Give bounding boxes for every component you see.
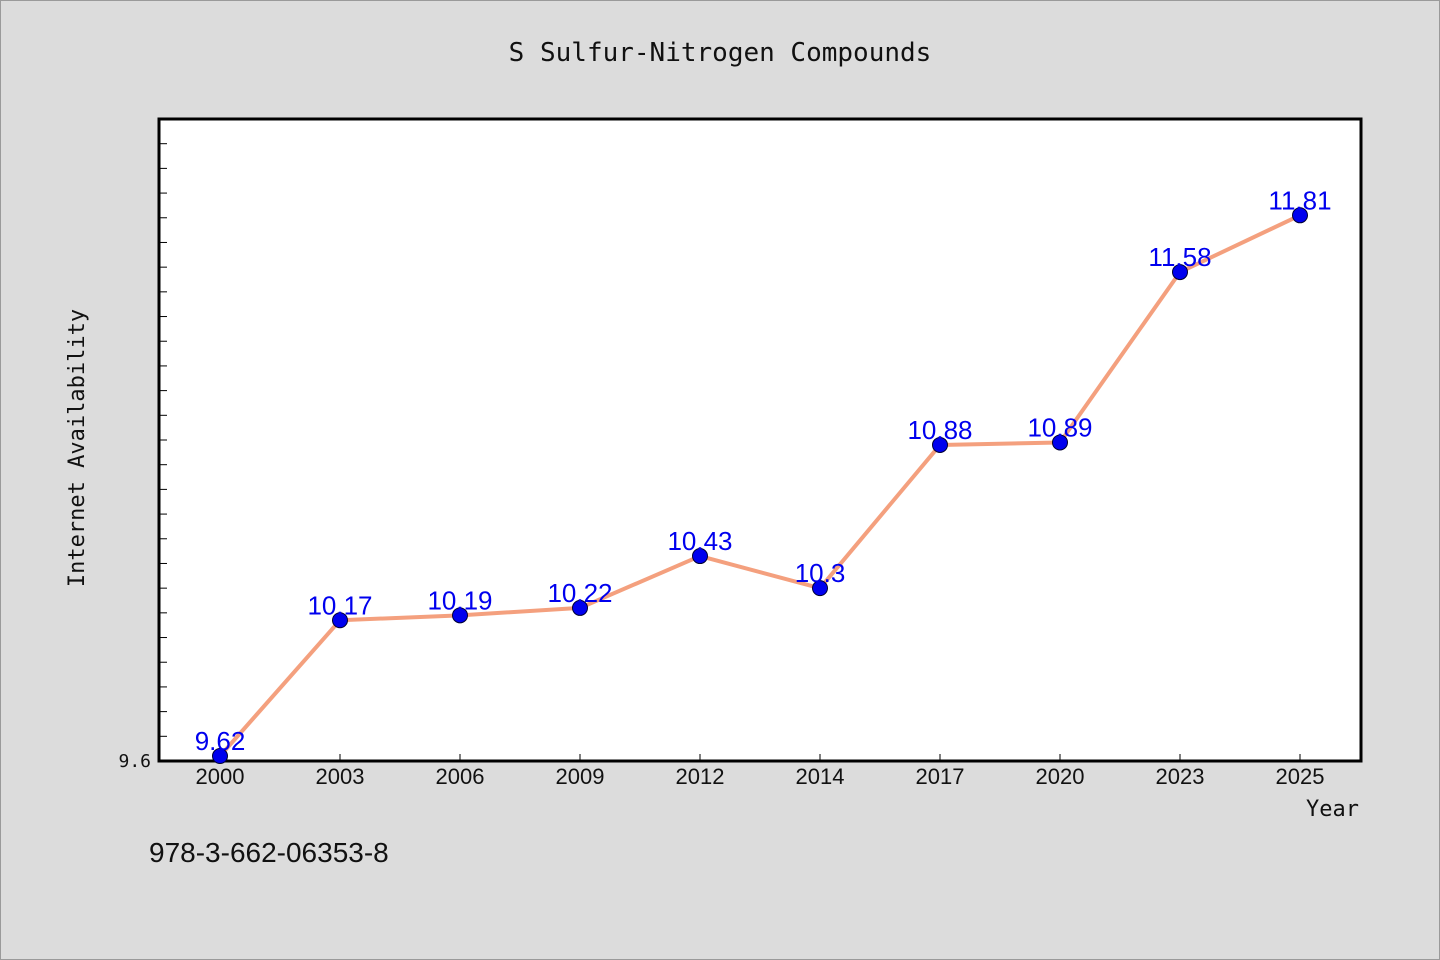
x-tick-label: 2006 — [436, 764, 485, 789]
x-tick-label: 2020 — [1036, 764, 1085, 789]
chart-title: S Sulfur-Nitrogen Compounds — [509, 38, 932, 68]
x-tick-label: 2009 — [556, 764, 605, 789]
x-tick-label: 2023 — [1156, 764, 1205, 789]
y-axis-label: Internet Availability — [65, 309, 90, 587]
data-point — [812, 580, 828, 597]
x-axis-label: Year — [1306, 797, 1359, 822]
data-point — [1172, 264, 1188, 281]
data-point — [932, 436, 948, 453]
x-tick-label: 2025 — [1276, 764, 1325, 789]
x-axis-tick-labels: 2000 2003 2006 2009 2012 2014 2017 2020 2023 2025 — [196, 764, 1325, 789]
data-label: 10.88 — [907, 415, 972, 445]
data-point — [1052, 434, 1068, 451]
y-tick-label: 9.6 — [118, 751, 151, 772]
plot-area — [157, 117, 1363, 763]
x-tick-label: 2003 — [316, 764, 365, 789]
data-label: 10.17 — [307, 590, 372, 620]
x-tick-label: 2012 — [676, 764, 725, 789]
data-label: 10.43 — [667, 526, 732, 556]
data-label: 10.89 — [1027, 412, 1092, 442]
data-label: 10.3 — [795, 558, 846, 588]
data-point — [332, 612, 348, 629]
x-tick-label: 2000 — [196, 764, 245, 789]
data-label: 11.58 — [1148, 242, 1211, 272]
y-axis-ticks — [159, 143, 167, 762]
x-tick-label: 2014 — [796, 764, 845, 789]
y-axis-tick-labels: 9.6 — [118, 751, 151, 772]
series-markers — [212, 207, 1308, 765]
data-label: 11.81 — [1268, 185, 1331, 215]
x-tick-label: 2017 — [916, 764, 965, 789]
series-line — [218, 213, 1301, 758]
data-label: 9.62 — [195, 726, 246, 756]
data-label: 10.22 — [547, 578, 612, 608]
data-point — [452, 607, 468, 624]
data-label: 10.19 — [427, 585, 492, 615]
data-point — [212, 748, 228, 765]
data-point — [1292, 207, 1308, 224]
data-point — [692, 548, 708, 565]
isbn-text: 978-3-662-06353-8 — [149, 837, 389, 868]
data-labels: 9.62 10.17 10.19 10.22 10.43 10.3 10.88 10.89 11… — [195, 185, 1332, 756]
data-point — [572, 599, 588, 616]
